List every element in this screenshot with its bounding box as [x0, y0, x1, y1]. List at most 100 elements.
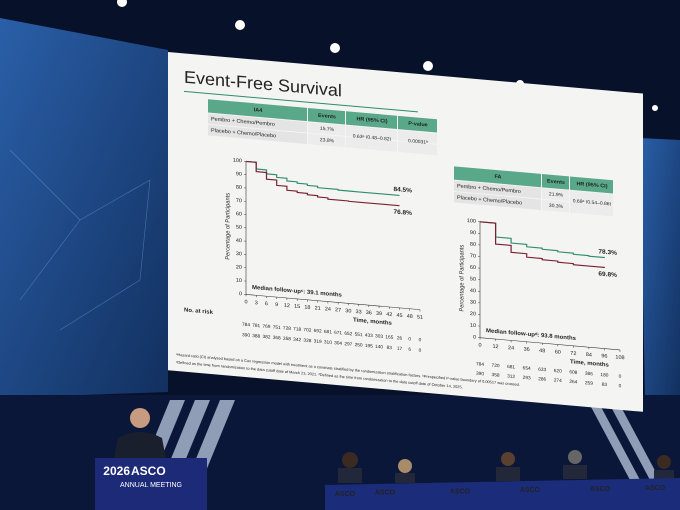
table-header-cell	[308, 107, 345, 125]
survival-curve	[480, 221, 605, 259]
table-header-cell	[542, 174, 569, 190]
podium-subtitle: ANNUAL MEETING	[120, 482, 182, 489]
y-tick-label: 70	[470, 253, 476, 259]
x-tick-label: 24	[325, 306, 331, 312]
y-tick-label: 90	[470, 230, 476, 236]
risk-number: 784	[242, 322, 250, 328]
table-cell-text: Placebo + Chemo/Placebo	[211, 128, 276, 140]
y-tick-label: 20	[236, 264, 242, 270]
table-cell-text: 0.63ᵃ (0.48–0.82)	[353, 133, 392, 142]
risk-number: 781	[252, 323, 260, 329]
risk-number: 386	[585, 371, 593, 377]
risk-number: 784	[476, 361, 484, 367]
y-tick-label: 80	[236, 185, 242, 191]
y-tick-label: 50	[470, 276, 476, 282]
table-header: FA	[494, 174, 501, 180]
table-cell	[454, 191, 541, 211]
table-cell-text: Placebo + Chemo/Placebo	[457, 195, 522, 207]
table-header: HR (95% CI)	[576, 181, 607, 190]
y-tick-label: 0	[473, 335, 476, 341]
x-tick-label: 48	[539, 348, 545, 354]
x-tick-label: 45	[396, 313, 402, 319]
y-tick-label: 10	[470, 323, 476, 329]
risk-number: 297	[344, 341, 352, 347]
risk-number: 751	[273, 324, 281, 330]
risk-number: 312	[507, 373, 515, 379]
table-cell	[398, 130, 437, 144]
risk-number: 180	[600, 372, 608, 378]
x-tick-label: 39	[376, 311, 382, 317]
curve-end-label: 84.5%	[394, 186, 413, 194]
title-rule	[184, 90, 418, 113]
risk-number: 388	[252, 333, 260, 339]
risk-number: 608	[569, 369, 577, 375]
risk-number: 620	[554, 368, 562, 374]
y-tick-label: 40	[236, 238, 242, 244]
risk-number: 304	[334, 340, 342, 346]
risk-number: 286	[538, 376, 546, 382]
x-tick-label: 0	[244, 299, 247, 305]
x-tick-label: 72	[570, 351, 576, 357]
table-header-cell	[398, 115, 437, 133]
table-cell	[454, 180, 541, 199]
risk-number: 303	[375, 333, 383, 339]
risk-number: 769	[262, 324, 270, 330]
risk-number: 718	[293, 326, 301, 332]
table-header-cell	[346, 111, 397, 130]
table-logo: ASCO	[645, 485, 666, 492]
x-tick-label: 30	[345, 308, 351, 314]
table-cell	[542, 188, 569, 202]
risk-number: 83	[387, 345, 393, 350]
risk-number: 551	[355, 332, 363, 338]
y-tick-label: 40	[470, 288, 476, 294]
x-tick-label: 15	[294, 304, 300, 310]
table-header: Events	[547, 179, 565, 186]
x-tick-label: 0	[478, 343, 481, 349]
table-cell-text: 15.7%	[320, 126, 335, 133]
survival-curve	[246, 160, 400, 207]
risk-number: 633	[538, 367, 546, 373]
risk-number: 368	[273, 335, 281, 341]
table-cell	[346, 125, 397, 141]
risk-number: 382	[262, 334, 270, 340]
risk-number: 681	[507, 364, 515, 370]
curve-end-label: 78.3%	[598, 248, 617, 256]
table-cell	[542, 199, 569, 213]
x-tick-label: 12	[493, 344, 499, 350]
panel-table	[325, 478, 680, 510]
table-cell	[398, 141, 437, 156]
table-cell	[308, 133, 345, 148]
risk-number: 17	[397, 346, 403, 351]
y-tick-label: 0	[239, 291, 242, 297]
risk-number: 358	[492, 372, 500, 378]
risk-number: 264	[569, 379, 577, 385]
risk-number: 165	[385, 334, 393, 340]
table-cell-text: 21.9%	[549, 191, 564, 198]
risk-number: 140	[375, 344, 383, 350]
y-tick-label: 30	[470, 300, 476, 306]
table-cell	[570, 202, 613, 217]
table-logo: ASCO	[520, 487, 541, 494]
risk-number: 720	[492, 363, 500, 369]
x-tick-label: 27	[335, 307, 341, 313]
risk-number: 652	[344, 331, 352, 337]
x-tick-label: 18	[304, 305, 310, 311]
risk-number: 26	[397, 335, 403, 340]
y-tick-label: 30	[236, 251, 242, 257]
x-axis-label: Time, months	[570, 359, 610, 368]
x-tick-label: 6	[265, 301, 268, 307]
x-tick-label: 84	[586, 352, 592, 358]
risk-number: 702	[303, 327, 311, 333]
x-tick-label: 33	[356, 309, 362, 315]
risk-number: 654	[523, 365, 531, 371]
curve-end-label: 76.8%	[394, 209, 413, 217]
risk-number: 274	[554, 378, 562, 384]
table-header: HR (95% CI)	[356, 116, 387, 125]
table-logo: ASCO	[375, 490, 396, 497]
table-header: IA4	[254, 107, 263, 114]
survival-curve	[480, 221, 605, 269]
table-header-cell	[570, 176, 613, 194]
risk-number: 390	[476, 371, 484, 377]
risk-number: 195	[365, 343, 373, 349]
